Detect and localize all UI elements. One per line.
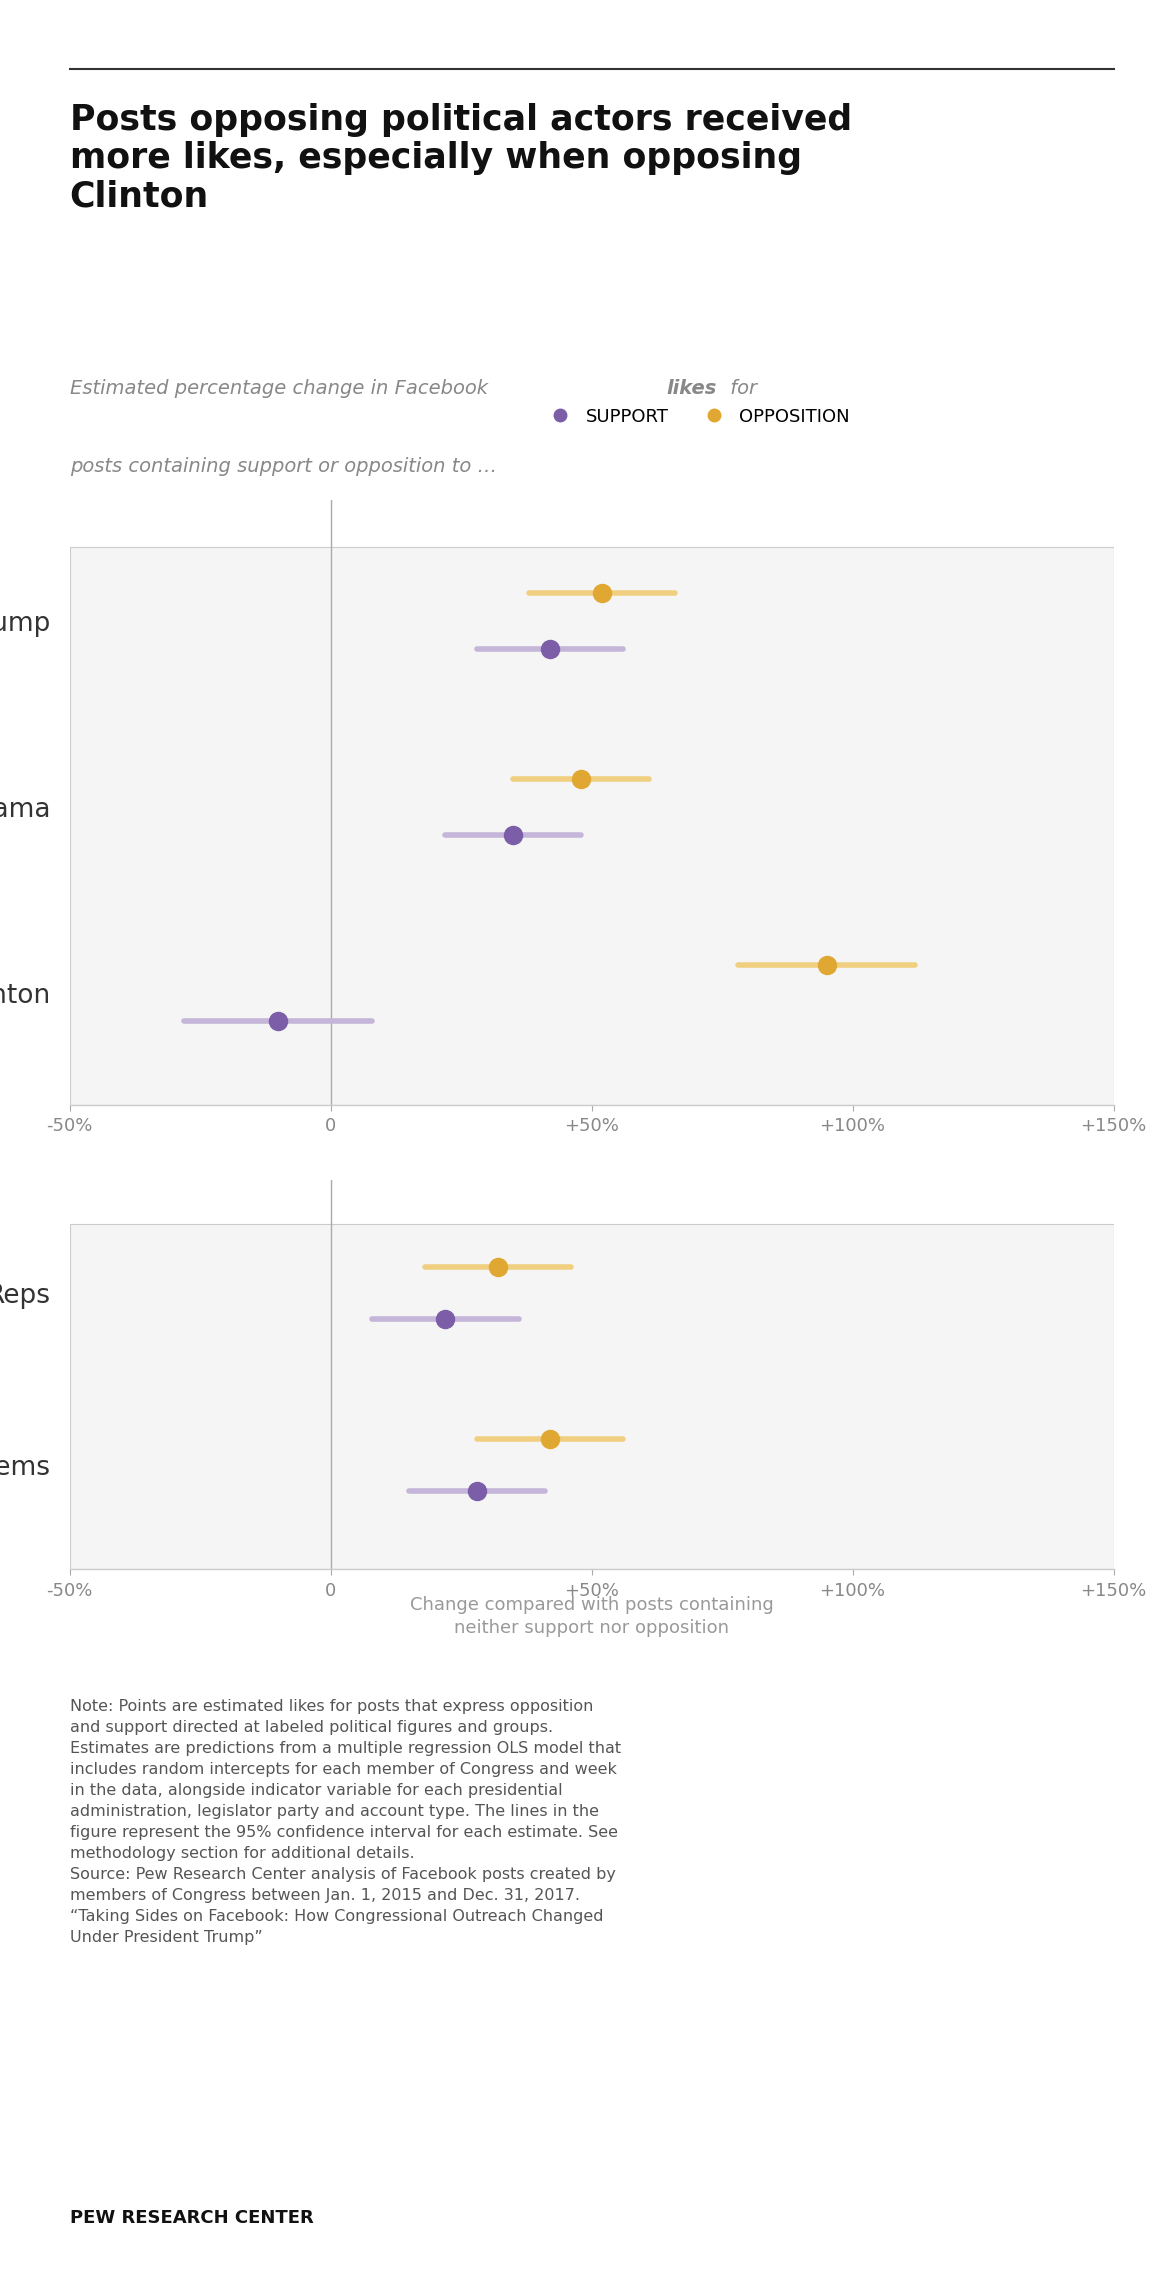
Text: posts containing support or opposition to …: posts containing support or opposition t… [70, 457, 496, 475]
Text: Change compared with posts containing
neither support nor opposition: Change compared with posts containing ne… [409, 1597, 774, 1638]
Text: for: for [724, 379, 757, 397]
Text: Note: Points are estimated likes for posts that express opposition
and support d: Note: Points are estimated likes for pos… [70, 1699, 621, 1944]
Text: likes: likes [667, 379, 717, 397]
Text: Posts opposing political actors received
more likes, especially when opposing
Cl: Posts opposing political actors received… [70, 103, 851, 212]
Bar [70, 1224, 1114, 1569]
Text: PEW RESEARCH CENTER: PEW RESEARCH CENTER [70, 2209, 313, 2227]
Legend: SUPPORT, OPPOSITION: SUPPORT, OPPOSITION [535, 400, 857, 434]
Text: Estimated percentage change in Facebook: Estimated percentage change in Facebook [70, 379, 494, 397]
